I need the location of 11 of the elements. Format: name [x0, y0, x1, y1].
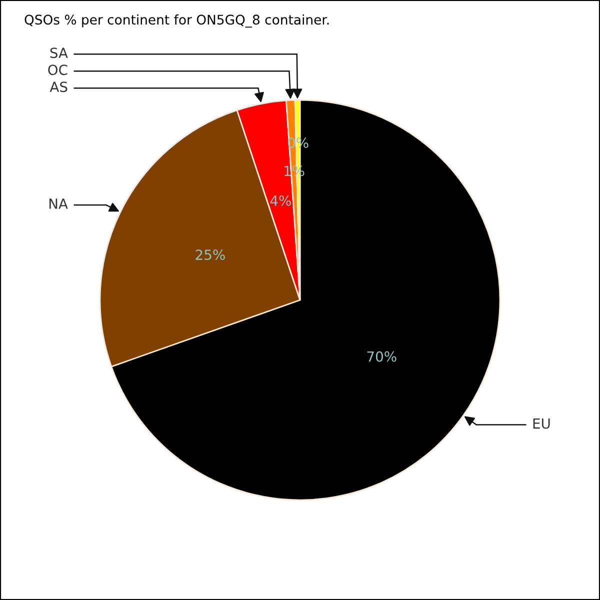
slice-label: OC	[48, 64, 68, 76]
data-label: 1%	[284, 166, 304, 176]
data-label: 4%	[270, 195, 291, 206]
slice-label: AS	[50, 82, 68, 92]
data-label: 70%	[367, 351, 396, 362]
slice-label: SA	[50, 48, 68, 58]
data-label: 0%	[288, 138, 308, 148]
chart-title: QSOs % per continent for ON5GQ_8 container.	[24, 14, 329, 28]
slice-label: EU	[533, 418, 550, 429]
data-label: 25%	[196, 250, 225, 260]
slice-label: NA	[49, 198, 68, 209]
